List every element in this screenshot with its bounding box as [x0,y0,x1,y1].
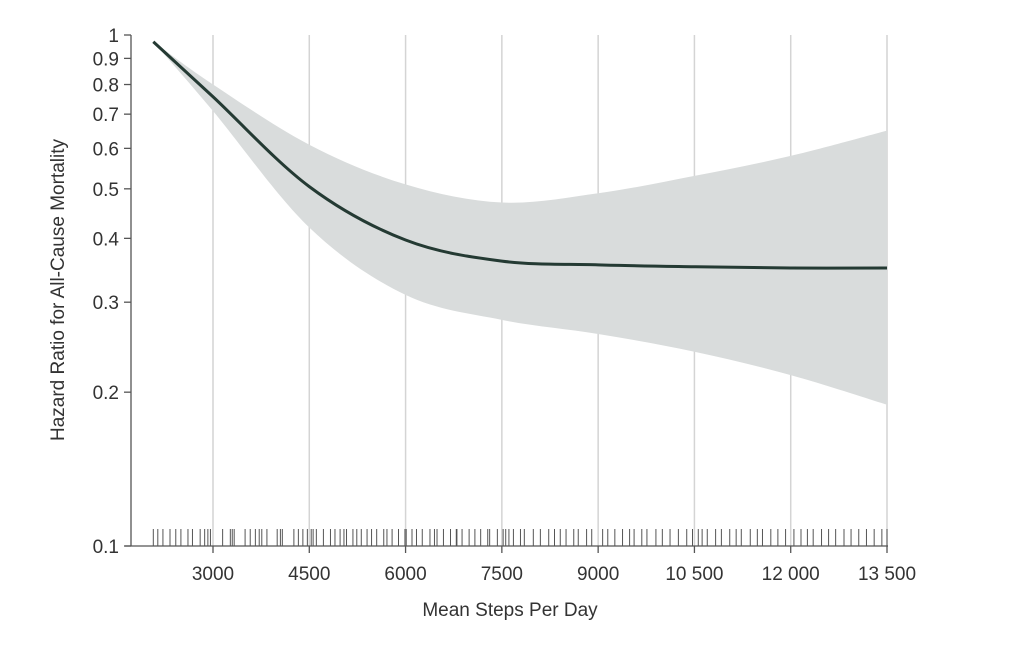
x-axis-title: Mean Steps Per Day [422,600,598,621]
confidence-band [153,41,887,405]
x-tick-label: 6000 [384,564,426,585]
y-tick-label: 0.1 [93,537,119,558]
y-axis-ticks: 10.9 0.8 0.7 0.6 0.5 0.4 0.3 0.2 0.1 [93,26,131,558]
y-tick-label: 0.8 [93,76,119,97]
x-tick-label: 4500 [288,564,330,585]
y-tick-label: 1 [108,26,119,47]
hazard-ratio-line [152,40,888,270]
y-tick-label: 0.7 [93,105,119,126]
x-tick-label: 3000 [192,564,234,585]
x-tick-label: 12 000 [762,564,820,585]
x-tick-label: 13 500 [858,564,916,585]
x-tick-label: 7500 [481,564,523,585]
y-tick-label: 0.4 [93,229,120,250]
x-axis-ticks: 3000 4500 6000 7500 9000 10 500 12 000 13 500 [192,546,916,585]
y-tick-label: 0.3 [93,293,119,314]
y-tick-label: 0.5 [93,180,119,201]
x-tick-label: 10 500 [665,564,723,585]
rug-ticks [152,529,888,546]
y-axis-title: Hazard Ratio for All-Cause Mortality [48,139,69,441]
y-tick-label: 0.9 [93,49,119,70]
x-tick-label: 9000 [577,564,619,585]
y-tick-label: 0.2 [93,383,119,404]
y-tick-label: 0.6 [93,139,119,160]
